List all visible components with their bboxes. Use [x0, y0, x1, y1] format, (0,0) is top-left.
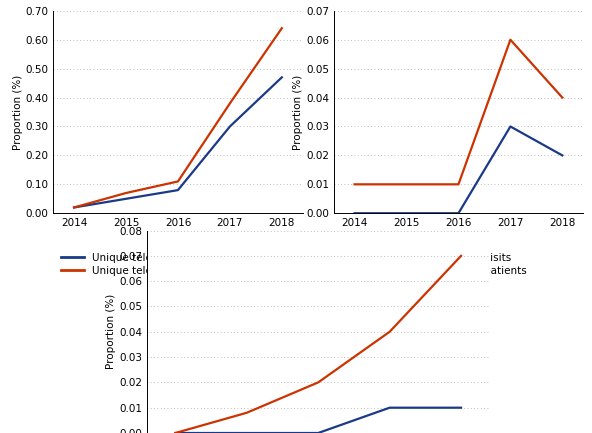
- Text: (b): (b): [450, 288, 467, 301]
- Legend: Unique telemedicine visits, Unique telemedicine patients: Unique telemedicine visits, Unique telem…: [342, 253, 526, 276]
- Text: (a): (a): [169, 288, 186, 301]
- Y-axis label: Proportion (%): Proportion (%): [12, 74, 22, 150]
- Y-axis label: Proportion (%): Proportion (%): [293, 74, 303, 150]
- Legend: Unique telemedicine visits, Unique telemedicine patients: Unique telemedicine visits, Unique telem…: [61, 253, 246, 276]
- Y-axis label: Proportion (%): Proportion (%): [106, 294, 116, 369]
